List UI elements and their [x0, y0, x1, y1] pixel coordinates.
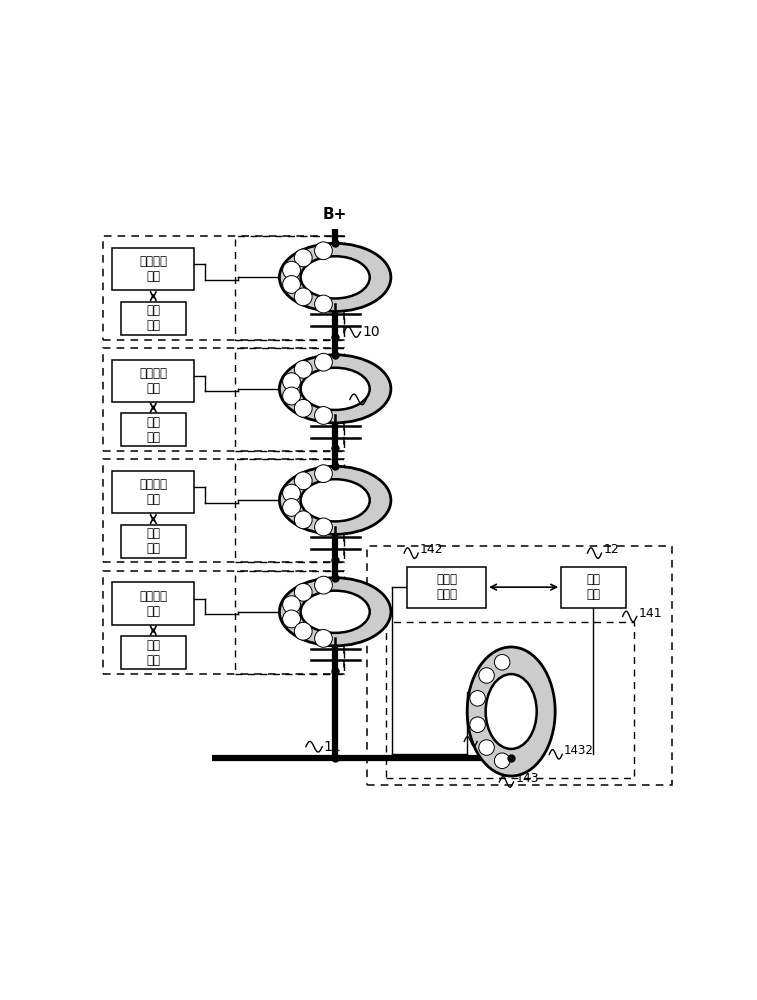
Text: 12: 12	[603, 543, 619, 556]
Text: 控制
单元: 控制 单元	[146, 304, 160, 332]
Bar	[121, 302, 185, 335]
Text: 调制解调
单元: 调制解调 单元	[139, 590, 167, 618]
Bar	[121, 413, 185, 446]
Circle shape	[282, 596, 301, 614]
Text: 13: 13	[369, 392, 386, 406]
Circle shape	[294, 360, 312, 378]
Ellipse shape	[301, 368, 369, 410]
Circle shape	[294, 583, 312, 601]
Ellipse shape	[301, 256, 369, 298]
Text: 控制
单元: 控制 单元	[146, 527, 160, 555]
Ellipse shape	[301, 479, 369, 521]
Circle shape	[294, 288, 312, 306]
Circle shape	[294, 472, 312, 490]
Bar	[112, 360, 195, 402]
Bar	[104, 571, 344, 674]
Circle shape	[282, 610, 301, 628]
Circle shape	[479, 668, 494, 683]
Text: 10: 10	[363, 325, 380, 339]
Bar	[104, 236, 344, 340]
Bar	[235, 236, 344, 340]
Circle shape	[494, 655, 510, 670]
Text: 调制解调
单元: 调制解调 单元	[139, 478, 167, 506]
Text: 控制
单元: 控制 单元	[146, 416, 160, 444]
Text: 141: 141	[638, 607, 662, 620]
Text: 11: 11	[323, 740, 341, 754]
Bar	[407, 567, 486, 608]
Text: 调制解
调单元: 调制解 调单元	[436, 573, 457, 601]
Circle shape	[294, 511, 312, 529]
Circle shape	[315, 407, 332, 424]
Circle shape	[315, 465, 332, 483]
Ellipse shape	[301, 591, 369, 633]
Bar	[235, 459, 344, 562]
Text: 143: 143	[516, 772, 540, 785]
Text: 1432: 1432	[563, 744, 593, 757]
Circle shape	[315, 242, 332, 260]
Circle shape	[294, 399, 312, 417]
Circle shape	[470, 691, 485, 706]
Circle shape	[282, 484, 301, 502]
Bar	[235, 348, 344, 451]
Circle shape	[315, 630, 332, 647]
Bar	[112, 471, 195, 513]
Bar	[104, 459, 344, 562]
Ellipse shape	[486, 674, 537, 749]
Bar	[367, 546, 672, 785]
Ellipse shape	[279, 355, 391, 423]
Circle shape	[315, 353, 332, 371]
Circle shape	[294, 622, 312, 640]
Bar	[235, 571, 344, 674]
Circle shape	[470, 717, 485, 732]
Bar	[112, 248, 195, 290]
Bar	[386, 622, 634, 778]
Text: 调制解调
单元: 调制解调 单元	[139, 367, 167, 395]
Bar	[104, 348, 344, 451]
Ellipse shape	[279, 578, 391, 646]
Circle shape	[315, 295, 332, 313]
Text: 控制
单元: 控制 单元	[146, 639, 160, 667]
Circle shape	[282, 276, 301, 293]
Bar	[112, 582, 195, 625]
Ellipse shape	[279, 243, 391, 311]
Circle shape	[494, 753, 510, 769]
Circle shape	[282, 261, 301, 279]
Text: 1431: 1431	[479, 731, 509, 744]
Circle shape	[479, 740, 494, 755]
Text: 调制解调
单元: 调制解调 单元	[139, 255, 167, 283]
Bar	[121, 636, 185, 669]
Circle shape	[315, 576, 332, 594]
Text: 控制
单元: 控制 单元	[587, 573, 600, 601]
Circle shape	[282, 387, 301, 405]
Text: B+: B+	[323, 207, 347, 222]
Circle shape	[294, 249, 312, 267]
Circle shape	[315, 518, 332, 536]
Circle shape	[282, 499, 301, 516]
Bar	[121, 525, 185, 558]
Bar	[561, 567, 625, 608]
Circle shape	[282, 373, 301, 391]
Text: B-: B-	[526, 751, 544, 766]
Text: 142: 142	[420, 543, 444, 556]
Ellipse shape	[279, 466, 391, 534]
Ellipse shape	[467, 647, 555, 776]
